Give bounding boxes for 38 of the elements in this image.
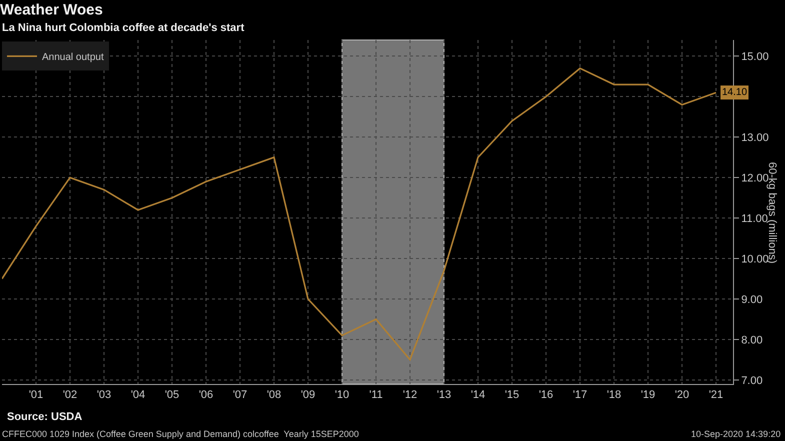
x-tick-label: '14 bbox=[470, 389, 486, 402]
x-tick-label: '18 bbox=[606, 389, 622, 402]
x-tick-label: '13 bbox=[436, 389, 452, 402]
y-tick-label: 9.00 bbox=[741, 294, 763, 306]
legend-label: Annual output bbox=[42, 52, 104, 64]
x-tick-label: '15 bbox=[504, 389, 520, 402]
y-tick-label: 12.00 bbox=[741, 172, 769, 184]
x-tick-label: '06 bbox=[198, 389, 214, 402]
y-tick-label: 7.00 bbox=[741, 374, 763, 387]
x-tick-label: '21 bbox=[708, 389, 724, 402]
y-tick-label: 8.00 bbox=[741, 334, 763, 346]
x-tick-label: '04 bbox=[130, 389, 146, 402]
x-tick-label: '11 bbox=[369, 389, 383, 402]
text: 10-Sep-2020 14:39:20 bbox=[691, 429, 781, 439]
x-tick-label: '19 bbox=[640, 389, 656, 402]
x-tick-label: '02 bbox=[62, 389, 78, 402]
x-tick-label: '05 bbox=[164, 389, 180, 402]
chart-title: Weather Woes bbox=[0, 2, 103, 18]
x-tick-label: '10 bbox=[334, 389, 350, 402]
data-label: 14.10 bbox=[722, 87, 748, 98]
x-tick-label: '03 bbox=[96, 389, 112, 402]
x-tick-label: '09 bbox=[300, 389, 316, 402]
y-tick-label: 15.00 bbox=[741, 51, 769, 64]
y-tick-label: 10.00 bbox=[741, 253, 769, 266]
chart-subtitle: La Nina hurt Colombia coffee at decade's start bbox=[2, 22, 245, 34]
x-tick-label: '16 bbox=[538, 389, 554, 402]
y-tick-label: 13.00 bbox=[741, 132, 769, 144]
y-tick-label: 11.00 bbox=[741, 212, 768, 225]
source-note: Source: USDA bbox=[7, 411, 82, 423]
y-axis-title: 60-kg bags (millions) bbox=[766, 162, 778, 264]
x-tick-label: '20 bbox=[674, 389, 690, 402]
x-tick-label: '17 bbox=[572, 389, 588, 402]
x-tick-label: '12 bbox=[402, 389, 418, 402]
x-tick-label: '01 bbox=[28, 389, 44, 402]
x-tick-label: '07 bbox=[232, 389, 248, 402]
x-tick-label: '08 bbox=[266, 389, 282, 402]
text: CFFEC000 1029 Index (Coffee Green Supply and Demand) colcoffee Yearly 15SEP2000 bbox=[2, 429, 359, 439]
line-series bbox=[2, 68, 717, 361]
